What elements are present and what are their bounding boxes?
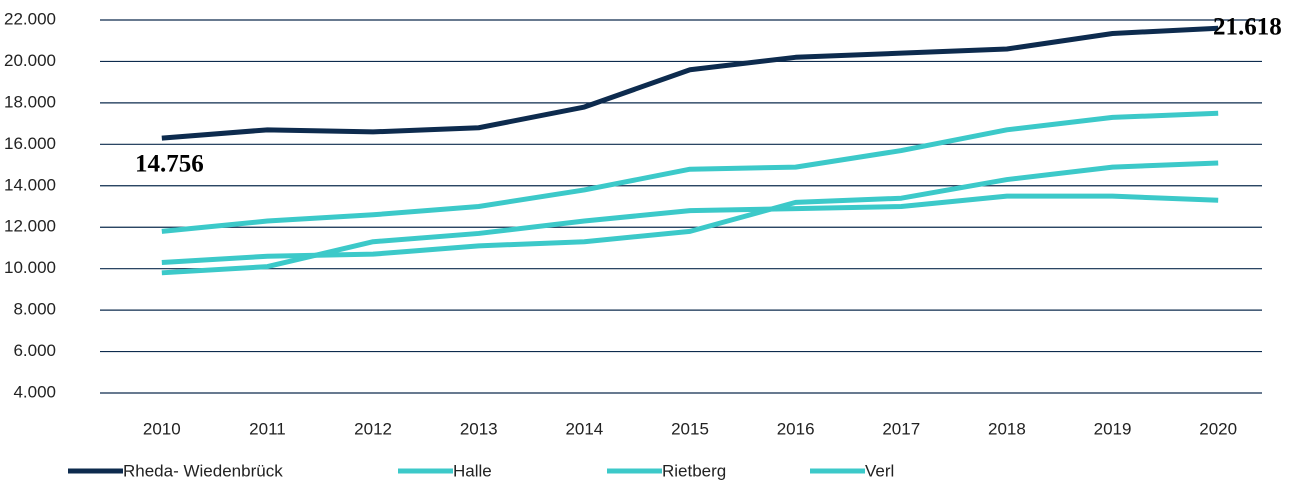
legend-label: Verl — [865, 461, 894, 480]
annotation: 14.756 — [135, 151, 204, 178]
series-line — [161, 25, 1219, 141]
x-tick-label: 2020 — [1199, 419, 1237, 438]
legend-label: Rheda- Wiedenbrück — [123, 461, 283, 480]
x-tick-label: 2010 — [143, 419, 181, 438]
x-tick-label: 2014 — [565, 419, 603, 438]
annotation: 21.618 — [1213, 14, 1282, 41]
legend-label: Halle — [453, 461, 492, 480]
series-line — [161, 110, 1219, 234]
x-tick-label: 2013 — [460, 419, 498, 438]
series-line — [161, 160, 1219, 265]
x-tick-label: 2012 — [354, 419, 392, 438]
y-tick-label: 16.000 — [4, 134, 56, 153]
x-tick-label: 2017 — [882, 419, 920, 438]
y-tick-label: 8.000 — [13, 300, 56, 319]
x-tick-label: 2016 — [777, 419, 815, 438]
y-tick-label: 22.000 — [4, 9, 56, 28]
y-tick-label: 12.000 — [4, 217, 56, 236]
y-tick-label: 18.000 — [4, 92, 56, 111]
legend-label: Rietberg — [662, 461, 726, 480]
x-tick-label: 2011 — [249, 419, 286, 438]
y-tick-label: 4.000 — [13, 382, 56, 401]
series-line — [161, 193, 1219, 276]
x-tick-label: 2018 — [988, 419, 1026, 438]
y-tick-label: 14.000 — [4, 175, 56, 194]
y-tick-label: 10.000 — [4, 258, 56, 277]
y-tick-label: 6.000 — [13, 341, 56, 360]
x-tick-label: 2019 — [1094, 419, 1132, 438]
x-tick-label: 2015 — [671, 419, 709, 438]
y-tick-label: 20.000 — [4, 51, 56, 70]
